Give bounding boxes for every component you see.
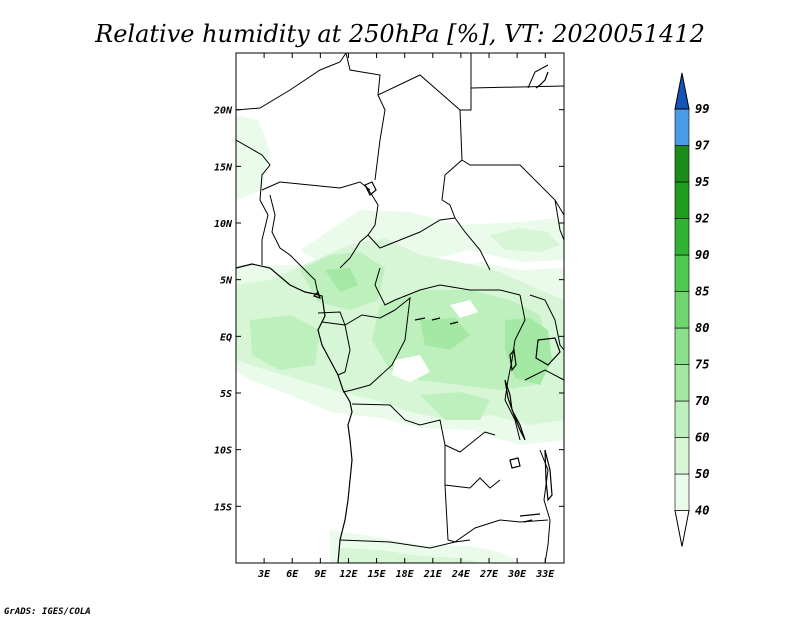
border-libya-egypt: [460, 53, 472, 111]
colorbar-label: 40: [695, 504, 709, 518]
y-tick-label: 5N: [220, 276, 233, 287]
colorbar-label: 60: [695, 431, 709, 445]
x-tick-label: 30E: [507, 569, 527, 580]
colorbar-label: 99: [695, 102, 709, 116]
lake-kivu: [509, 348, 517, 372]
colorbar-label: 97: [695, 139, 710, 153]
y-tick-label: 10N: [214, 219, 233, 230]
humidity-region-lake-victoria-region: [505, 318, 552, 385]
border-niger-nigeria: [261, 181, 371, 191]
colorbar-segment: [674, 218, 690, 256]
y-tick-label: EQ: [220, 332, 232, 343]
humidity-region-50b: [490, 228, 560, 252]
map-panel: 3E 6E 9E 12E 15E 18E 21E 24E 27E 30E 33E 20N 15N 10N 5…: [213, 52, 565, 580]
y-tick-label: 5S: [220, 389, 232, 400]
border-chad-car: [367, 217, 491, 271]
border-sudan-south-sudan: [461, 159, 564, 216]
x-tick-label: 15E: [368, 569, 387, 580]
border-algeria-niger: [236, 53, 347, 111]
colorbar-upper-arrow: [674, 72, 690, 110]
x-tick-label: 24E: [451, 569, 471, 580]
y-tick-label: 20N: [213, 106, 233, 117]
river-congo-marks: [414, 317, 459, 325]
colorbar-segment: [674, 473, 690, 511]
y-tick-label: 15S: [214, 502, 232, 513]
x-tick-label: 33E: [535, 569, 555, 580]
x-tick-label: 27E: [479, 569, 499, 580]
y-tick-label: 15N: [214, 162, 233, 173]
colorbar-segment: [674, 181, 690, 219]
border-libya-chad: [377, 74, 463, 201]
humidity-gap: [392, 355, 430, 382]
colorbar-label: 75: [695, 358, 709, 372]
border-drc-angola: [351, 403, 496, 453]
figure-title: Relative humidity at 250hPa [%], VT: 202…: [94, 20, 705, 48]
border-zambia-south: [444, 484, 549, 543]
map-frame: [235, 52, 565, 564]
x-tick-label: 6E: [286, 569, 299, 580]
x-tick-label: 9E: [314, 569, 327, 580]
colorbar-label: 80: [695, 321, 709, 335]
colorbar-segment: [674, 437, 690, 475]
lake-malawi: [544, 449, 553, 502]
humidity-region-60c: [420, 392, 490, 420]
colorbar-label: 92: [695, 212, 709, 226]
colorbar-segment: [674, 364, 690, 402]
x-tick-label: 18E: [396, 569, 415, 580]
x-tick-label: 21E: [423, 569, 443, 580]
colorbar-label: 50: [695, 467, 709, 481]
country-borders: [236, 53, 564, 563]
border-angola-namibia: [339, 539, 471, 549]
colorbar-label: 85: [695, 285, 709, 299]
colorbar-label: 70: [695, 394, 709, 408]
border-uganda-kenya: [529, 294, 564, 351]
island-bioko: [312, 290, 321, 299]
coastline-west: [236, 263, 353, 563]
border-ethiopia: [554, 199, 564, 241]
colorbar-segment: [674, 400, 690, 438]
border-mozambique: [539, 449, 551, 563]
colorbar-segment: [674, 145, 690, 183]
colorbar-label: 95: [695, 175, 709, 189]
x-tick-label: 12E: [339, 569, 358, 580]
border-tanzania: [524, 369, 564, 381]
colorbar-label: 90: [695, 248, 709, 262]
border-red-sea: [527, 64, 549, 89]
humidity-shading: [236, 115, 564, 563]
border-congo-drc: [342, 296, 411, 393]
colorbar-segment: [674, 254, 690, 292]
y-tick-label: 10S: [214, 446, 232, 457]
border-mali-niger: [236, 139, 271, 265]
humidity-region-50c: [340, 548, 480, 563]
border-east-africa-rift: [504, 294, 526, 441]
border-chad-sudan: [441, 199, 456, 219]
lake-mweru: [509, 457, 521, 469]
colorbar-segment: [674, 291, 690, 329]
colorbar-lower-arrow: [674, 510, 690, 547]
border-gabon-congo: [321, 321, 351, 376]
border-nigeria-cameroon: [269, 194, 319, 295]
border-egypt-sudan: [470, 85, 564, 89]
border-angola-zambia: [444, 445, 501, 489]
colorbar-segment: [674, 327, 690, 365]
grads-credit: GrADS: IGES/COLA: [4, 607, 91, 617]
humidity-region-70c: [325, 268, 358, 292]
humidity-region-70b: [420, 318, 470, 350]
lake-victoria: [535, 337, 561, 366]
map-ticks: 3E 6E 9E 12E 15E 18E 21E 24E 27E 30E 33E 20N 15N 10N 5…: [213, 53, 564, 580]
lake-chad: [364, 181, 377, 196]
lake-tanganyika: [504, 379, 526, 441]
humidity-gap-2: [450, 300, 478, 318]
colorbar-segment: [674, 108, 690, 146]
humidity-region-60b: [250, 315, 320, 370]
colorbar: 40 50 60 70 75 80 85 90 92 95 97 99: [674, 72, 710, 547]
island-marks: [519, 71, 549, 523]
border-cameroon-congo: [317, 309, 396, 326]
x-tick-label: 3E: [257, 569, 271, 580]
border-chad-nigeria: [339, 184, 379, 269]
border-car-south: [374, 267, 521, 306]
